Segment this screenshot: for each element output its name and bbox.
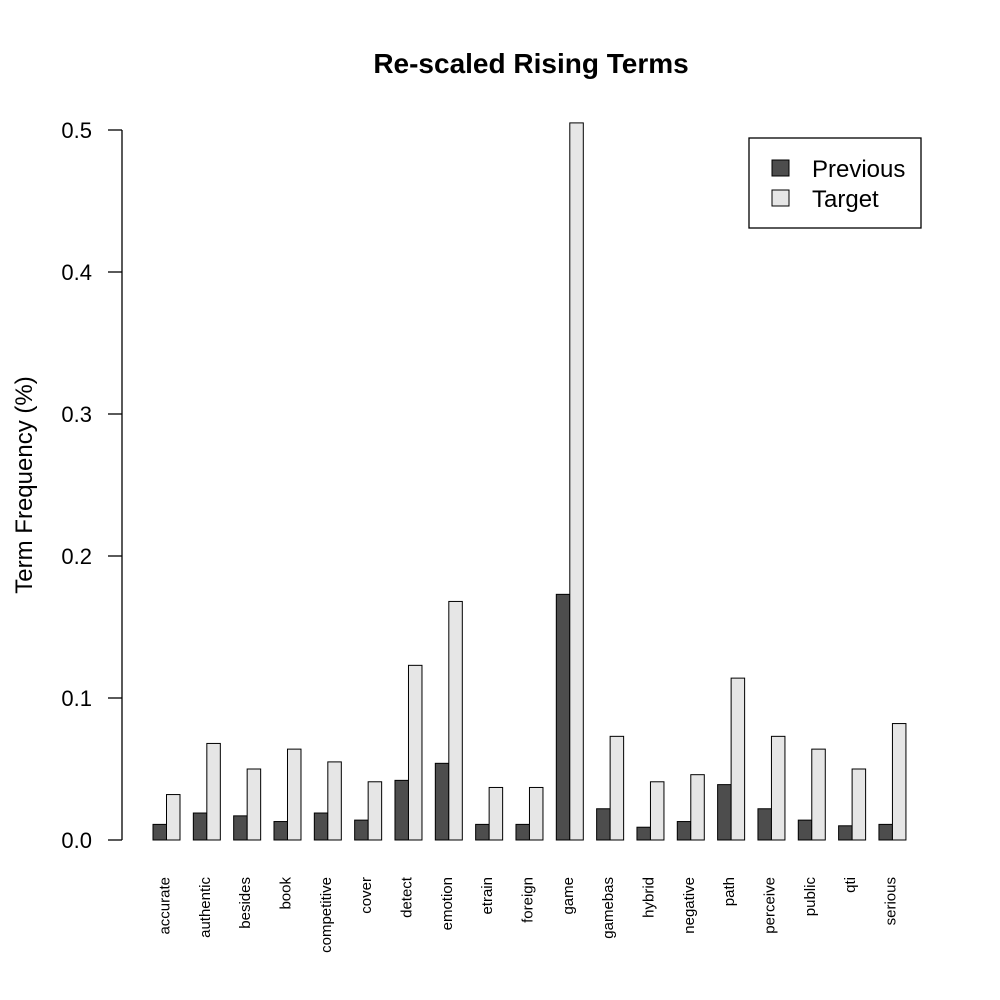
bar-previous-emotion (434, 762, 450, 841)
bar-target-path (730, 677, 746, 841)
bar-target-book (286, 748, 302, 841)
bar-target-detect (407, 664, 423, 841)
legend-label-target: Target (812, 186, 879, 213)
bar-previous-besides (233, 815, 248, 841)
bar-target-authentic (206, 742, 221, 841)
bar-target-besides (246, 768, 262, 841)
bar-target-gamebas (609, 735, 625, 841)
y-tick-label: 0.3 (61, 402, 92, 427)
bar-previous-competitive (313, 812, 329, 841)
legend-label-previous: Previous (812, 156, 905, 183)
bar-target-negative (690, 774, 705, 841)
bar-target-accurate (166, 794, 181, 841)
bar-previous-authentic (192, 812, 208, 841)
x-tick-label-negative: negative (681, 877, 698, 934)
x-tick-label-competitive: competitive (318, 877, 335, 953)
x-tick-label-gamebas: gamebas (600, 877, 617, 939)
y-tick-label: 0.1 (61, 686, 92, 711)
bar-previous-etrain (475, 823, 490, 841)
bar-target-etrain (488, 786, 504, 841)
x-tick-label-game: game (560, 877, 577, 915)
x-tick-label-book: book (277, 877, 294, 910)
x-tick-label-etrain: etrain (479, 877, 496, 915)
legend-swatch-previous (771, 159, 790, 177)
legend-box (748, 137, 922, 229)
y-tick-label: 0.4 (61, 260, 92, 285)
x-tick-label-emotion: emotion (439, 877, 456, 930)
x-tick-label-perceive: perceive (761, 877, 778, 934)
bars (152, 122, 907, 841)
x-tick-label-besides: besides (237, 877, 254, 929)
bar-target-foreign (528, 786, 544, 841)
bar-target-cover (367, 781, 383, 841)
x-tick-label-hybrid: hybrid (640, 877, 657, 918)
bar-target-serious (891, 723, 907, 841)
bar-previous-game (555, 593, 571, 841)
bar-previous-path (717, 784, 732, 841)
x-tick-label-qti: qti (842, 877, 859, 893)
bar-previous-book (273, 821, 288, 841)
bar-target-qti (851, 768, 867, 841)
legend-swatch-target (771, 189, 790, 207)
bar-target-game (569, 122, 584, 841)
bar-target-public (811, 748, 826, 841)
x-axis-tick-labels: accurate authentic besides book competitive c… (157, 876, 900, 953)
bar-target-perceive (770, 735, 786, 841)
bar-previous-accurate (152, 823, 167, 841)
x-tick-label-authentic: authentic (197, 877, 214, 938)
legend: Previous Target (748, 137, 922, 229)
bar-previous-gamebas (596, 808, 611, 841)
x-tick-label-path: path (721, 877, 738, 906)
y-tick-label: 0.0 (61, 828, 92, 853)
bar-target-hybrid (649, 781, 665, 841)
bar-target-emotion (448, 600, 463, 841)
y-tick-label: 0.5 (61, 118, 92, 143)
bar-previous-perceive (757, 808, 772, 841)
x-tick-label-serious: serious (882, 877, 899, 925)
bar-previous-negative (676, 821, 692, 841)
x-tick-label-detect: detect (398, 876, 415, 918)
y-axis-label: Term Frequency (%) (11, 376, 38, 593)
bar-previous-hybrid (636, 826, 651, 841)
bar-previous-serious (878, 823, 893, 841)
bar-previous-qti (838, 825, 853, 841)
x-tick-label-cover: cover (358, 877, 375, 914)
x-tick-label-foreign: foreign (519, 877, 536, 923)
x-tick-label-accurate: accurate (157, 877, 174, 935)
y-tick-label: 0.2 (61, 544, 92, 569)
x-tick-label-public: public (802, 877, 819, 917)
chart-title: Re-scaled Rising Terms (373, 48, 688, 79)
y-axis: 0.0 0.1 0.2 0.3 0.4 0.5 (61, 118, 123, 853)
bar-previous-cover (354, 819, 369, 841)
bar-previous-detect (394, 779, 409, 841)
bar-previous-public (797, 819, 813, 841)
bar-target-competitive (327, 761, 342, 841)
bar-previous-foreign (515, 823, 530, 841)
